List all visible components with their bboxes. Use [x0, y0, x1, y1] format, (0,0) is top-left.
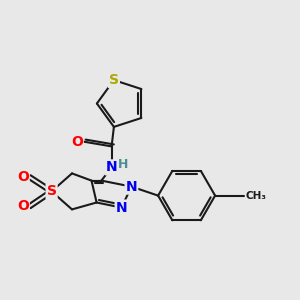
Text: S: S	[46, 184, 57, 198]
Text: N: N	[116, 201, 127, 214]
Text: N: N	[126, 180, 137, 194]
Text: H: H	[118, 158, 128, 172]
Text: N: N	[106, 160, 117, 174]
Text: O: O	[71, 135, 83, 148]
Text: O: O	[17, 170, 29, 184]
Text: CH₃: CH₃	[245, 190, 266, 201]
Text: O: O	[17, 200, 29, 213]
Text: S: S	[109, 73, 119, 87]
